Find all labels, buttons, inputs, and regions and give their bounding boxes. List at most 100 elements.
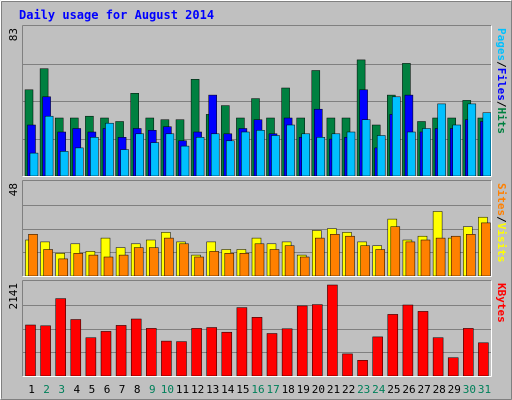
bar-kbytes-day-18 [281, 328, 293, 377]
bar-sites-day-3 [58, 258, 68, 277]
bar-pages-day-4 [75, 147, 84, 177]
y-max-label: 48 [7, 183, 20, 196]
bar-pages-day-11 [180, 145, 190, 177]
bar-pages-day-14 [226, 140, 235, 177]
bar-pages-day-1 [29, 152, 39, 177]
bar-pages-day-19 [301, 133, 310, 177]
bar-kbytes-day-30 [463, 328, 474, 377]
bar-sites-day-27 [420, 239, 431, 277]
x-tick-label: 17 [266, 383, 279, 396]
bar-kbytes-day-1 [25, 324, 36, 377]
bar-kbytes-day-26 [402, 304, 414, 377]
bar-kbytes-day-14 [221, 331, 233, 377]
x-tick-label: 2 [43, 383, 50, 396]
bar-sites-day-9 [149, 247, 159, 277]
x-tick-label: 14 [221, 383, 235, 396]
legend-visits: Visits [495, 223, 508, 263]
bar-pages-day-26 [407, 131, 416, 177]
x-tick-label: 31 [478, 383, 491, 396]
x-tick-label: 1 [28, 383, 35, 396]
bar-kbytes-day-5 [85, 337, 97, 377]
bar-kbytes-day-25 [387, 314, 399, 377]
x-tick-label: 15 [236, 383, 249, 396]
bar-pages-day-5 [90, 137, 99, 177]
panel-visits-sites: 48 Sites/Visits [7, 180, 508, 277]
bar-sites-day-8 [133, 247, 144, 277]
legend-separator: / [495, 61, 508, 68]
panel-pages-files-hits: 83 Pages/Files/Hits [7, 25, 508, 177]
bar-pages-day-8 [135, 133, 144, 177]
bar-kbytes-day-23 [357, 360, 368, 377]
x-tick-label: 6 [104, 383, 111, 396]
bar-sites-day-30 [466, 234, 476, 277]
legend-separator: / [495, 101, 508, 108]
bar-sites-day-25 [390, 226, 401, 277]
bar-kbytes-day-24 [372, 336, 383, 377]
x-tick-label: 24 [372, 383, 386, 396]
x-tick-label: 20 [312, 383, 325, 396]
bar-pages-day-6 [105, 122, 114, 177]
x-tick-label: 3 [58, 383, 65, 396]
x-tick-label: 13 [206, 383, 219, 396]
bar-kbytes-day-21 [327, 284, 338, 377]
y-max-label: 2141 [7, 283, 20, 310]
bar-sites-day-21 [330, 234, 340, 277]
panel-kbytes: 2141 KBytes [7, 280, 508, 377]
bar-pages-day-18 [286, 124, 295, 177]
x-axis: 1 2 3 4 5 6 7 8 9 10 11 12 13 14 15 16 17 18 19 20 21 22 23 24 2… [28, 383, 491, 396]
bar-pages-day-3 [59, 151, 69, 177]
x-tick-label: 25 [387, 383, 400, 396]
bar-pages-day-30 [467, 103, 477, 177]
bar-pages-day-13 [210, 133, 220, 177]
bar-sites-day-22 [345, 235, 355, 277]
bar-pages-day-9 [150, 142, 160, 177]
x-tick-label: 12 [191, 383, 204, 396]
bar-pages-day-31 [482, 112, 492, 177]
bar-kbytes-day-6 [100, 331, 112, 377]
bar-kbytes-day-17 [266, 333, 278, 377]
bar-sites-day-20 [315, 237, 325, 277]
bar-kbytes-day-16 [251, 317, 263, 377]
bar-kbytes-day-4 [70, 319, 82, 377]
bar-pages-day-29 [452, 124, 461, 177]
bar-pages-day-21 [331, 133, 341, 177]
x-tick-label: 21 [327, 383, 340, 396]
x-tick-label: 23 [357, 383, 370, 396]
x-tick-label: 27 [417, 383, 430, 396]
bar-kbytes-day-3 [55, 298, 66, 377]
bar-sites-day-19 [299, 256, 310, 277]
x-tick-label: 18 [282, 383, 295, 396]
bar-kbytes-day-9 [146, 328, 157, 377]
bar-kbytes-day-13 [206, 327, 217, 377]
bar-pages-day-10 [165, 133, 175, 177]
bar-sites-day-23 [360, 245, 370, 277]
bar-sites-day-15 [239, 253, 250, 277]
bar-sites-day-5 [88, 254, 99, 277]
x-tick-label: 11 [176, 383, 189, 396]
bar-sites-day-24 [375, 249, 385, 277]
bar-pages-day-20 [316, 137, 326, 177]
legend-hits: Hits [495, 108, 508, 135]
bar-sites-day-26 [405, 241, 416, 277]
bar-kbytes-day-19 [296, 305, 308, 377]
bar-pages-day-16 [256, 130, 265, 177]
bar-kbytes-day-7 [115, 325, 127, 377]
bar-pages-day-15 [241, 131, 250, 177]
x-tick-label: 29 [448, 383, 461, 396]
x-tick-label: 9 [149, 383, 156, 396]
x-tick-label: 10 [161, 383, 174, 396]
bar-pages-day-23 [361, 119, 371, 177]
bar-kbytes-day-2 [40, 325, 51, 377]
bar-pages-day-25 [392, 96, 401, 177]
x-tick-label: 16 [251, 383, 264, 396]
bar-sites-day-11 [179, 243, 189, 277]
bar-kbytes-day-10 [161, 340, 172, 377]
bar-sites-day-1 [28, 234, 38, 277]
bar-sites-day-4 [73, 253, 84, 277]
bar-kbytes-day-8 [130, 318, 142, 377]
bar-pages-day-27 [422, 128, 431, 177]
bar-sites-day-31 [481, 222, 491, 277]
x-tick-label: 8 [134, 383, 141, 396]
